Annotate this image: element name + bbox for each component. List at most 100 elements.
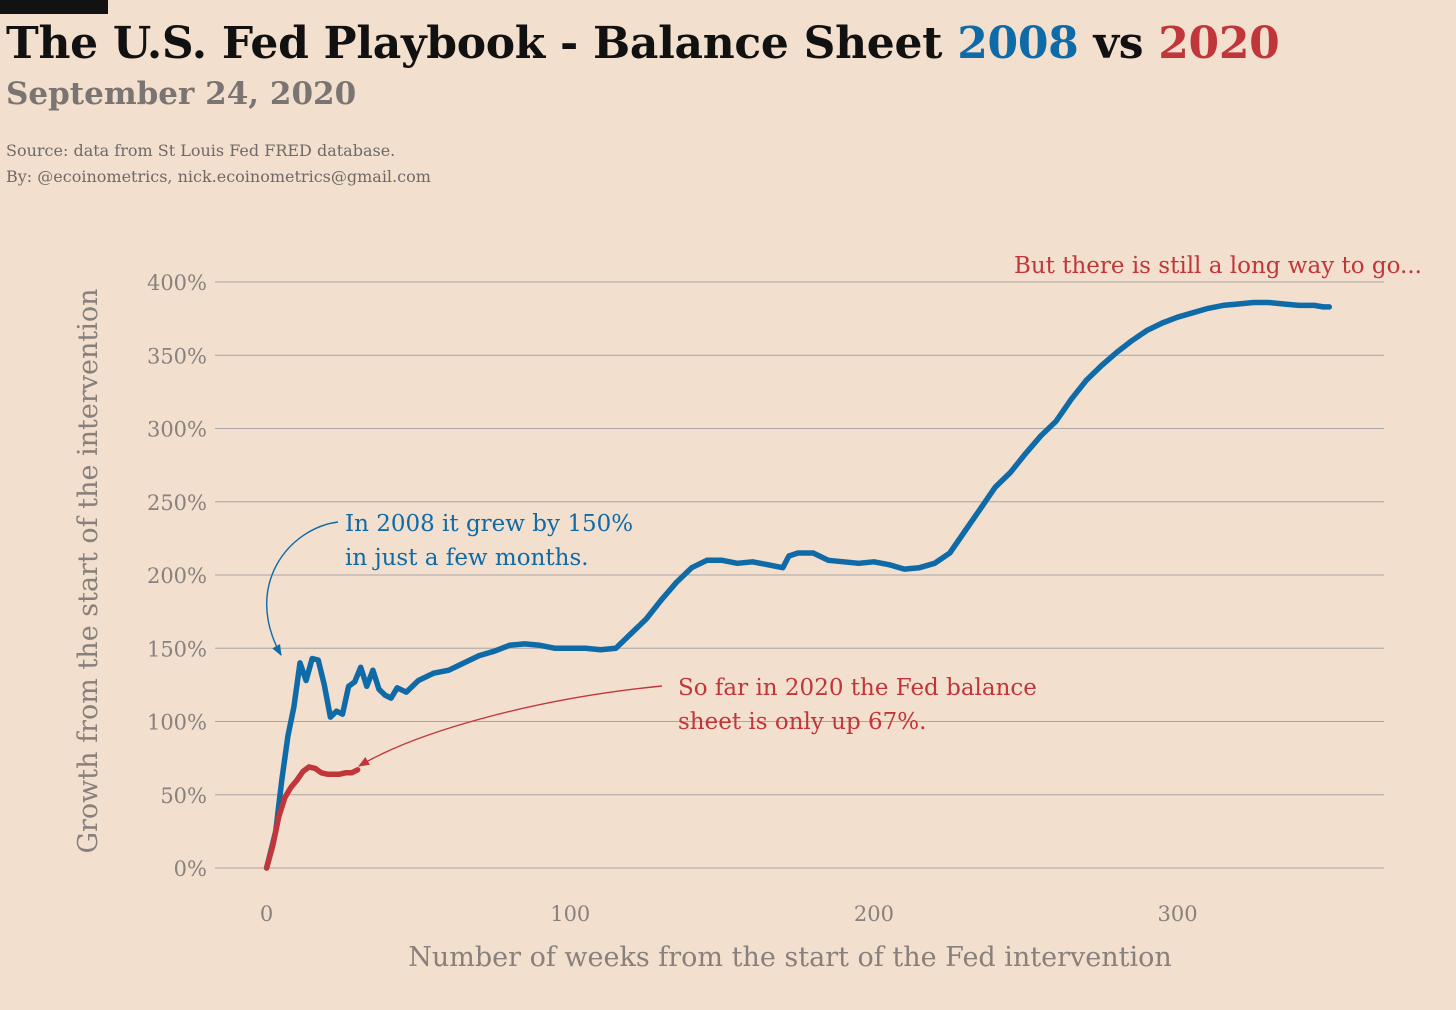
data-point <box>613 645 619 651</box>
annotation-text: But there is still a long way to go... <box>1014 253 1422 279</box>
data-point <box>841 559 846 565</box>
data-point <box>598 647 603 653</box>
data-point <box>1144 327 1150 333</box>
data-point <box>1159 320 1165 326</box>
data-point <box>349 770 354 776</box>
data-point <box>901 566 907 572</box>
data-point <box>1114 349 1120 355</box>
data-point <box>674 579 679 585</box>
data-point <box>264 865 269 871</box>
y-tick-label: 100% <box>147 711 207 735</box>
data-point <box>394 685 400 691</box>
data-point <box>446 667 452 673</box>
data-point <box>977 506 983 512</box>
data-point <box>719 557 725 563</box>
data-point <box>285 733 291 739</box>
data-point <box>288 785 294 790</box>
data-point <box>303 678 309 683</box>
x-axis-title: Number of weeks from the start of the Fe… <box>408 942 1172 973</box>
data-point <box>364 683 370 689</box>
data-point <box>1235 301 1241 307</box>
data-point <box>1190 310 1196 316</box>
data-point <box>810 550 816 556</box>
data-point <box>537 642 543 648</box>
data-point <box>416 678 421 683</box>
data-point <box>567 645 573 651</box>
data-point <box>352 679 358 685</box>
x-tick-label: 0 <box>260 902 273 926</box>
series-layer <box>263 299 1333 871</box>
y-tick-label: 0% <box>174 857 207 881</box>
annotation-text: So far in 2020 the Fed balance <box>678 675 1037 701</box>
data-point <box>358 664 364 670</box>
data-point <box>583 645 588 651</box>
source-note: Source: data from St Louis Fed FRED data… <box>6 141 396 160</box>
data-point <box>318 770 324 776</box>
y-tick-label: 150% <box>147 637 207 661</box>
top-bar <box>0 0 108 14</box>
data-point <box>282 795 288 801</box>
data-point <box>1038 433 1044 439</box>
data-point <box>1084 377 1089 383</box>
x-tick-label: 200 <box>854 902 894 926</box>
data-point <box>355 767 361 773</box>
title-vs: vs <box>1078 18 1159 69</box>
data-point <box>294 777 300 783</box>
series-points-2008 <box>264 300 1332 871</box>
data-point <box>1311 303 1317 308</box>
data-point <box>331 771 336 777</box>
data-point <box>1251 300 1256 305</box>
data-point <box>309 656 315 661</box>
data-point <box>431 670 436 676</box>
y-tick-label: 350% <box>147 344 207 368</box>
byline-note: By: @ecoinometrics, nick.ecoinometrics@g… <box>6 167 431 186</box>
data-point <box>786 553 792 559</box>
data-point <box>376 686 382 692</box>
data-point <box>1326 304 1332 310</box>
chart-title: The U.S. Fed Playbook - Balance Sheet 20… <box>6 18 1280 69</box>
y-tick-label: 250% <box>147 491 207 515</box>
data-point <box>658 597 664 603</box>
data-point <box>795 550 801 556</box>
data-point <box>1099 363 1104 368</box>
data-point <box>704 557 710 563</box>
arrow-2020 <box>358 685 663 767</box>
data-point <box>1220 303 1226 308</box>
data-point <box>343 770 348 776</box>
data-point <box>947 550 953 556</box>
data-point <box>321 682 327 688</box>
tick-layer: 0% 50% 100% 150% 200% 250% 300% 350% 400% 0 100 200… <box>147 271 1198 926</box>
data-point <box>780 565 786 571</box>
data-point <box>403 689 409 695</box>
data-point <box>334 708 339 714</box>
data-point <box>476 653 482 658</box>
data-point <box>291 704 297 710</box>
data-point <box>917 565 922 571</box>
data-point <box>1266 300 1271 305</box>
data-point <box>312 766 318 771</box>
annotation-text: In 2008 it grew by 150% <box>345 511 633 537</box>
x-tick-label: 100 <box>550 902 590 926</box>
data-point <box>1008 470 1013 475</box>
data-point <box>552 645 558 651</box>
data-point <box>370 667 376 673</box>
data-point <box>276 814 282 820</box>
data-point <box>765 562 770 568</box>
data-point <box>324 771 330 777</box>
title-year-2020: 2020 <box>1158 18 1280 69</box>
data-point <box>856 560 862 566</box>
arrow-2008 <box>266 521 339 656</box>
data-point <box>382 692 388 698</box>
data-point <box>1296 303 1302 308</box>
data-point <box>306 764 312 770</box>
data-point <box>270 843 276 849</box>
data-point <box>871 559 877 565</box>
data-point <box>300 768 306 774</box>
y-tick-label: 200% <box>147 564 207 588</box>
data-point <box>1023 451 1029 456</box>
data-point <box>1068 396 1074 402</box>
data-point <box>522 641 528 647</box>
data-point <box>346 683 351 689</box>
data-point <box>507 642 512 648</box>
